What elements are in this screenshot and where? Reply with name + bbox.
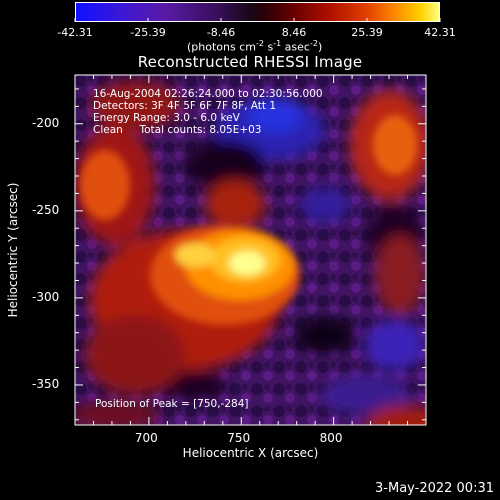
- colorbar-tick-1: -25.39: [130, 26, 166, 39]
- y-axis-label: Heliocentric Y (arcsec): [6, 182, 20, 318]
- y-tick-label: -300: [32, 289, 60, 304]
- footer-date: 3-May-2022 00:31: [375, 481, 494, 496]
- y-tick-label: -350: [32, 376, 60, 391]
- colorbar-tick-4: 25.39: [351, 26, 383, 39]
- y-tick-label: -200: [32, 115, 60, 130]
- colorbar: [75, 2, 440, 22]
- plot-border: [74, 74, 427, 426]
- x-axis-label: Heliocentric X (arcsec): [182, 446, 319, 460]
- y-tick-label: -250: [32, 202, 60, 217]
- x-tick-label: 800: [319, 431, 343, 445]
- colorbar-tick-2: -8.46: [206, 26, 236, 39]
- annotation-counts: Clean Total counts: 8.05E+03: [93, 124, 262, 136]
- plot-area: [75, 75, 426, 425]
- colorbar-tick-0: -42.31: [57, 26, 93, 39]
- annotation-detectors: Detectors: 3F 4F 5F 6F 7F 8F, Att 1: [93, 100, 277, 112]
- colorbar-tick-3: 8.46: [281, 26, 307, 39]
- colorbar-units: (photons cm-2 s-1 asec-2): [187, 39, 323, 54]
- chart-title: Reconstructed RHESSI Image: [137, 53, 363, 71]
- annotation-time-range: 16-Aug-2004 02:26:24.000 to 02:30:56.000: [93, 88, 323, 100]
- x-tick-label: 750: [227, 431, 251, 445]
- heatmap-image: [75, 75, 426, 425]
- annotation-energy-range: Energy Range: 3.0 - 6.0 keV: [93, 112, 240, 124]
- x-tick-label: 700: [134, 431, 158, 445]
- annotation-peak-position: Position of Peak = [750,-284]: [95, 398, 249, 410]
- colorbar-tick-5: 42.31: [424, 26, 456, 39]
